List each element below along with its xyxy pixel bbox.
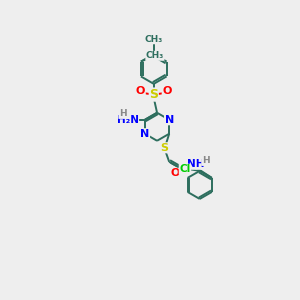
Text: S: S (160, 143, 168, 153)
Text: O: O (162, 86, 172, 96)
Text: H: H (202, 157, 209, 166)
Text: Cl: Cl (179, 164, 190, 174)
Text: CH₃: CH₃ (146, 51, 164, 60)
Text: NH: NH (187, 159, 204, 169)
Text: N: N (140, 129, 149, 139)
Text: S: S (149, 88, 158, 101)
Text: H: H (119, 110, 126, 118)
Text: H₂N: H₂N (117, 115, 139, 125)
Text: N: N (165, 115, 174, 125)
Text: O: O (170, 168, 180, 178)
Text: O: O (136, 86, 145, 96)
Text: CH₃: CH₃ (145, 35, 163, 44)
